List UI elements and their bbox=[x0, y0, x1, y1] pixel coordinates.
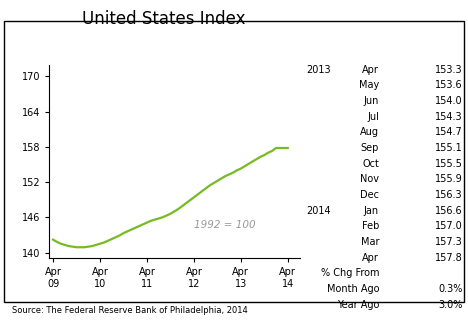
Text: 153.3: 153.3 bbox=[435, 65, 462, 75]
Text: 154.7: 154.7 bbox=[435, 127, 462, 137]
Text: 155.9: 155.9 bbox=[435, 174, 462, 184]
Text: 157.3: 157.3 bbox=[435, 237, 462, 247]
Text: Jan: Jan bbox=[364, 205, 379, 215]
Text: United States Index: United States Index bbox=[82, 10, 246, 28]
Text: 156.6: 156.6 bbox=[435, 205, 462, 215]
Text: 156.3: 156.3 bbox=[435, 190, 462, 200]
Text: 153.6: 153.6 bbox=[435, 80, 462, 90]
Text: Nov: Nov bbox=[360, 174, 379, 184]
Text: 0.3%: 0.3% bbox=[438, 284, 462, 294]
Text: 154.3: 154.3 bbox=[435, 111, 462, 121]
Text: May: May bbox=[359, 80, 379, 90]
Text: Jul: Jul bbox=[367, 111, 379, 121]
Text: Apr: Apr bbox=[362, 65, 379, 75]
Text: 3.0%: 3.0% bbox=[438, 300, 462, 309]
Text: Oct: Oct bbox=[362, 159, 379, 169]
Text: Dec: Dec bbox=[360, 190, 379, 200]
Text: 155.1: 155.1 bbox=[435, 143, 462, 153]
Text: 2013: 2013 bbox=[307, 65, 331, 75]
Text: Apr: Apr bbox=[362, 253, 379, 263]
Text: 157.0: 157.0 bbox=[435, 221, 462, 231]
Text: % Chg From: % Chg From bbox=[321, 268, 379, 278]
Text: 1992 = 100: 1992 = 100 bbox=[194, 220, 256, 230]
Text: Month Ago: Month Ago bbox=[327, 284, 379, 294]
Text: 155.5: 155.5 bbox=[434, 159, 462, 169]
Text: Year Ago: Year Ago bbox=[336, 300, 379, 309]
Text: 157.8: 157.8 bbox=[435, 253, 462, 263]
Text: 2014: 2014 bbox=[307, 205, 331, 215]
Text: 154.0: 154.0 bbox=[435, 96, 462, 106]
Text: Aug: Aug bbox=[360, 127, 379, 137]
Text: Source: The Federal Reserve Bank of Philadelphia, 2014: Source: The Federal Reserve Bank of Phil… bbox=[12, 306, 248, 315]
Text: Sep: Sep bbox=[361, 143, 379, 153]
Text: Feb: Feb bbox=[362, 221, 379, 231]
Text: Mar: Mar bbox=[360, 237, 379, 247]
Text: Jun: Jun bbox=[364, 96, 379, 106]
